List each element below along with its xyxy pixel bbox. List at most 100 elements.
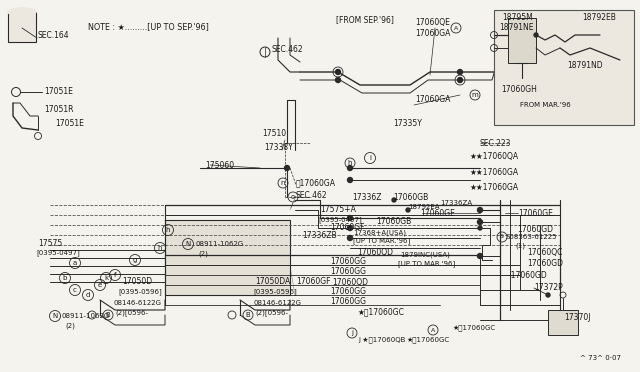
Text: 17370J: 17370J [564, 314, 591, 323]
Text: 17060GA: 17060GA [415, 29, 451, 38]
Text: (1): (1) [515, 243, 525, 249]
Text: (2): (2) [198, 251, 208, 257]
Text: 17060QE: 17060QE [415, 17, 450, 26]
Text: 17060GG: 17060GG [330, 257, 366, 266]
Circle shape [477, 253, 483, 259]
Text: 175060: 175060 [205, 160, 234, 170]
Text: h: h [348, 160, 352, 166]
Text: -17060GD: -17060GD [509, 270, 548, 279]
Text: NOTE : ★.........[UP TO SEP.'96]: NOTE : ★.........[UP TO SEP.'96] [88, 22, 209, 32]
Text: 17051E: 17051E [44, 87, 73, 96]
Text: S: S [500, 234, 504, 240]
Text: j ★⁥17060QB: j ★⁥17060QB [358, 337, 405, 343]
Text: [0395-0497]: [0395-0497] [318, 217, 362, 223]
Bar [494, 10, 634, 125]
Text: 17060GF: 17060GF [330, 224, 365, 232]
Text: 17335Y: 17335Y [393, 119, 422, 128]
Circle shape [458, 77, 463, 83]
Text: B: B [246, 312, 250, 318]
Text: l: l [459, 77, 461, 83]
Text: 18791NE: 18791NE [499, 23, 534, 32]
Circle shape [285, 166, 289, 170]
Text: 17060GE: 17060GE [420, 208, 455, 218]
Text: 17060QD: 17060QD [332, 278, 368, 286]
Text: ⁥17060GA: ⁥17060GA [296, 179, 336, 187]
Bar [8, 12, 36, 42]
Text: 17050D: 17050D [122, 278, 152, 286]
Circle shape [534, 33, 538, 37]
Text: 17060QD: 17060QD [357, 247, 393, 257]
Text: 17060QC: 17060QC [527, 247, 563, 257]
Circle shape [335, 77, 340, 83]
Text: 17372P: 17372P [534, 283, 563, 292]
Text: e: e [98, 282, 102, 288]
Text: ★⁥17060GC: ★⁥17060GC [407, 337, 450, 343]
Text: 17060GG: 17060GG [330, 298, 366, 307]
Text: h: h [166, 227, 170, 233]
Text: N: N [52, 313, 58, 319]
Text: 17060GB: 17060GB [393, 192, 428, 202]
Text: [0395-0596]: [0395-0596] [118, 289, 162, 295]
Text: ★★17060GA: ★★17060GA [469, 183, 518, 192]
Text: 17060GH: 17060GH [501, 86, 537, 94]
Text: 08146-6122G: 08146-6122G [254, 300, 302, 306]
Text: ★⁥17060GC: ★⁥17060GC [453, 325, 496, 331]
Text: 17336Z: 17336Z [352, 192, 381, 202]
Text: a: a [73, 260, 77, 266]
Text: h: h [157, 245, 163, 251]
Text: SEC.462: SEC.462 [272, 45, 303, 55]
Text: i: i [369, 155, 371, 161]
Text: g: g [133, 257, 137, 263]
Text: h: h [336, 69, 340, 75]
Text: 17051R: 17051R [44, 106, 74, 115]
Text: 08911-1062G: 08911-1062G [62, 313, 110, 319]
Text: B: B [106, 312, 110, 318]
Text: n: n [281, 180, 285, 186]
Text: [UP TO MAR.'96]: [UP TO MAR.'96] [353, 238, 410, 244]
Text: 08911-1062G: 08911-1062G [195, 241, 243, 247]
Text: d: d [86, 292, 90, 298]
Text: b: b [63, 275, 67, 281]
Text: 17368+A(USA): 17368+A(USA) [353, 230, 406, 236]
Text: SEC.223: SEC.223 [479, 138, 511, 148]
Text: SEC.462: SEC.462 [296, 192, 328, 201]
Circle shape [348, 225, 353, 231]
Text: A: A [431, 327, 435, 333]
Text: 17060GA: 17060GA [415, 96, 451, 105]
Circle shape [348, 215, 353, 221]
Text: ★★17060GA: ★★17060GA [469, 167, 518, 176]
Circle shape [406, 208, 410, 212]
Circle shape [477, 219, 483, 224]
Circle shape [392, 198, 396, 202]
Text: 18795M: 18795M [502, 13, 532, 22]
Text: [0395-0497]: [0395-0497] [36, 250, 80, 256]
Text: [UP TO MAR.'96]: [UP TO MAR.'96] [398, 261, 455, 267]
Text: 17060GG: 17060GG [330, 267, 366, 276]
Text: 18792EA: 18792EA [408, 204, 440, 210]
Text: 17060GE: 17060GE [518, 208, 553, 218]
Circle shape [348, 166, 353, 170]
Ellipse shape [8, 8, 36, 16]
Text: ★⁥17060GC: ★⁥17060GC [357, 308, 404, 317]
Text: 17060GG: 17060GG [330, 288, 366, 296]
Text: 17050DA: 17050DA [255, 278, 291, 286]
Text: 17336ZA: 17336ZA [440, 200, 472, 206]
Text: 17338Y: 17338Y [264, 144, 292, 153]
Text: ^ 73^ 0·07: ^ 73^ 0·07 [580, 355, 621, 361]
Text: [FROM SEP.'96]: [FROM SEP.'96] [336, 16, 394, 25]
Text: 17575+A: 17575+A [320, 205, 356, 215]
Circle shape [458, 70, 463, 74]
Circle shape [348, 177, 353, 183]
Text: 17510: 17510 [262, 128, 286, 138]
Bar [548, 310, 578, 335]
Text: ★★17060QA: ★★17060QA [469, 153, 518, 161]
Text: c: c [73, 287, 77, 293]
Text: j: j [351, 330, 353, 336]
Text: A: A [454, 26, 458, 31]
Text: (2): (2) [65, 323, 75, 329]
Text: 17060GB: 17060GB [376, 218, 412, 227]
Text: f: f [114, 272, 116, 278]
Circle shape [348, 235, 353, 241]
Circle shape [546, 293, 550, 297]
Text: 18791ND: 18791ND [567, 61, 603, 70]
